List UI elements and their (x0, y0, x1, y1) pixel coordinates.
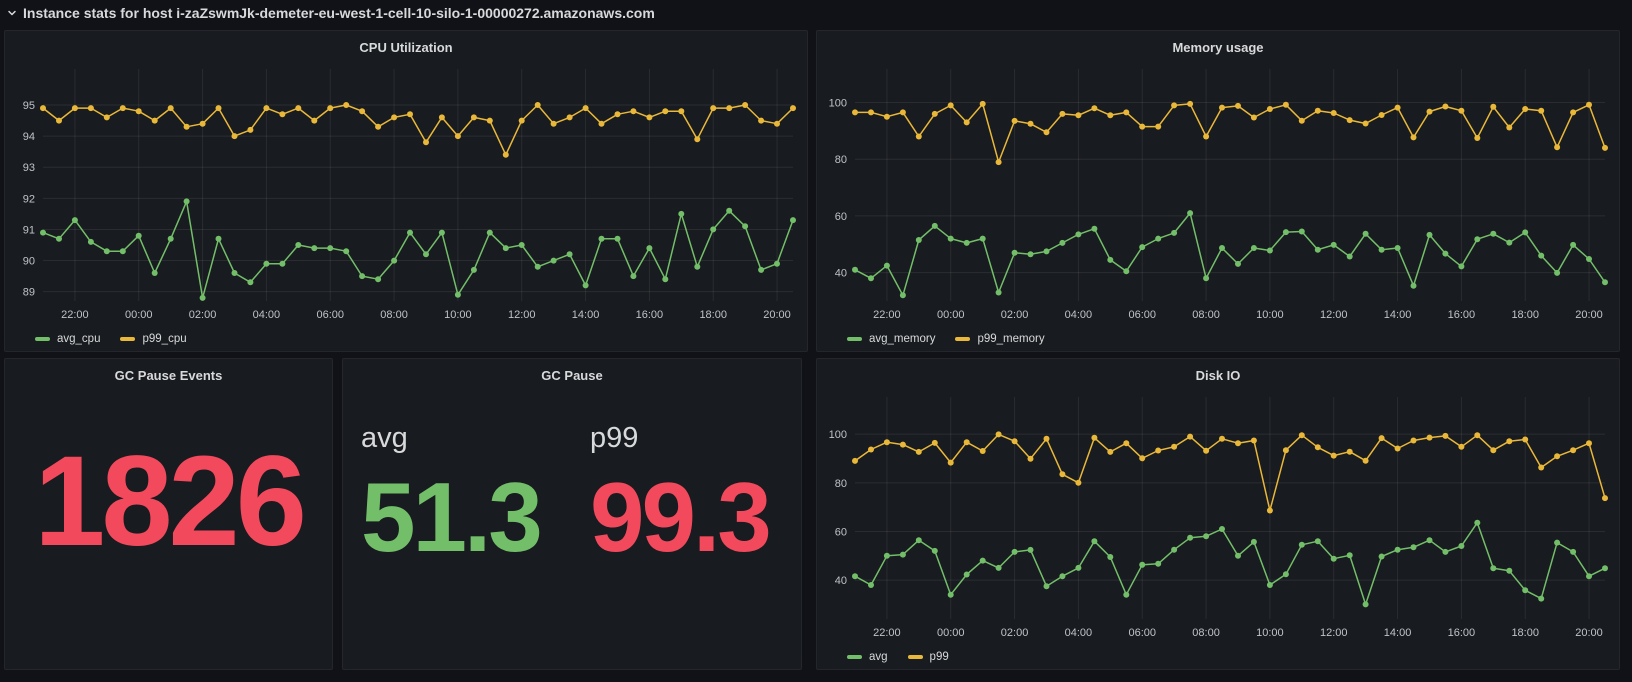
legend-swatch-yellow (120, 336, 136, 341)
row-title: Instance stats for host i-zaZswmJk-demet… (23, 5, 655, 21)
svg-text:90: 90 (23, 256, 35, 268)
svg-text:10:00: 10:00 (1256, 627, 1284, 639)
svg-text:20:00: 20:00 (1575, 309, 1603, 321)
svg-text:100: 100 (829, 98, 847, 110)
dashboard-row-header[interactable]: Instance stats for host i-zaZswmJk-demet… (0, 0, 1632, 26)
svg-text:14:00: 14:00 (572, 309, 600, 321)
legend-swatch-green (847, 654, 862, 659)
svg-text:18:00: 18:00 (1511, 627, 1539, 639)
legend-label: p99_memory (977, 332, 1045, 345)
legend-swatch-yellow (955, 336, 971, 341)
panel-memory-usage: Memory usage 40 60 80 100 22:00 00:00 02:00 04:… (816, 30, 1620, 352)
gc-pause-avg-stat: avg 51.3 (343, 421, 572, 669)
row-collapse-chevron-icon[interactable] (6, 7, 18, 19)
svg-text:40: 40 (835, 575, 847, 587)
panel-title-disk-io[interactable]: Disk IO (1195, 368, 1241, 383)
legend-label: avg_memory (869, 332, 936, 345)
cpu-legend: avg_cpu p99_cpu (35, 331, 797, 346)
svg-text:20:00: 20:00 (1575, 627, 1603, 639)
svg-text:14:00: 14:00 (1384, 309, 1412, 321)
svg-text:12:00: 12:00 (1320, 309, 1348, 321)
svg-text:08:00: 08:00 (380, 309, 408, 321)
svg-text:20:00: 20:00 (763, 309, 791, 321)
gc-pause-events-stat: 1826 (5, 385, 332, 669)
svg-text:16:00: 16:00 (1448, 309, 1476, 321)
cpu-chart[interactable]: 89 90 91 92 93 94 95 22:00 00:00 02:00 04:00 06:00 0… (5, 57, 807, 327)
panel-gc-pause-events: GC Pause Events 1826 (4, 358, 333, 670)
disk-chart[interactable]: 40 60 80 100 22:00 00:00 02:00 04:00 06:00 08:00 1… (817, 385, 1619, 645)
svg-text:06:00: 06:00 (1128, 309, 1156, 321)
legend-label: avg (869, 650, 888, 663)
svg-text:92: 92 (23, 193, 35, 205)
svg-text:06:00: 06:00 (316, 309, 344, 321)
svg-text:60: 60 (835, 211, 847, 223)
svg-text:10:00: 10:00 (1256, 309, 1284, 321)
svg-text:16:00: 16:00 (636, 309, 664, 321)
svg-text:02:00: 02:00 (189, 309, 217, 321)
svg-text:04:00: 04:00 (1065, 309, 1093, 321)
panel-title-gc-pause-events[interactable]: GC Pause Events (114, 368, 223, 383)
svg-text:89: 89 (23, 287, 35, 299)
legend-item-avg_memory[interactable]: avg_memory (847, 333, 935, 345)
gc-pause-avg-label: avg (361, 422, 408, 454)
legend-item-avg[interactable]: avg (847, 651, 888, 663)
legend-label: p99 (929, 650, 949, 663)
panel-title-gc-pause[interactable]: GC Pause (541, 368, 603, 383)
svg-text:04:00: 04:00 (253, 309, 281, 321)
svg-text:18:00: 18:00 (1511, 309, 1539, 321)
legend-item-p99_memory[interactable]: p99_memory (955, 332, 1045, 345)
svg-text:00:00: 00:00 (937, 309, 965, 321)
svg-text:93: 93 (23, 162, 35, 174)
svg-text:10:00: 10:00 (444, 309, 472, 321)
svg-text:08:00: 08:00 (1192, 309, 1220, 321)
legend-item-avg_cpu[interactable]: avg_cpu (35, 333, 100, 345)
legend-item-p99[interactable]: p99 (907, 650, 949, 663)
svg-text:95: 95 (23, 100, 35, 112)
svg-text:12:00: 12:00 (508, 309, 536, 321)
gc-pause-p99-stat: p99 99.3 (572, 421, 801, 669)
panel-title-memory[interactable]: Memory usage (1172, 40, 1264, 55)
svg-text:94: 94 (23, 131, 35, 143)
svg-text:00:00: 00:00 (125, 309, 153, 321)
legend-swatch-green (35, 336, 50, 341)
panel-disk-io: Disk IO 40 60 80 100 22:00 00:00 02:00 04:00 06:… (816, 358, 1620, 670)
svg-text:22:00: 22:00 (61, 309, 89, 321)
panel-cpu-utilization: CPU Utilization 89 90 91 92 93 94 95 22:00 00:00… (4, 30, 808, 352)
panel-gc-pause: GC Pause avg 51.3 p99 99.3 (342, 358, 802, 670)
svg-text:08:00: 08:00 (1192, 627, 1220, 639)
legend-swatch-yellow (907, 654, 923, 659)
panel-title-cpu[interactable]: CPU Utilization (359, 40, 453, 55)
legend-swatch-green (847, 336, 862, 341)
gc-pause-avg-value: 51.3 (361, 461, 543, 572)
gc-pause-stats: avg 51.3 p99 99.3 (343, 385, 801, 669)
svg-text:22:00: 22:00 (873, 627, 901, 639)
memory-chart[interactable]: 40 60 80 100 22:00 00:00 02:00 04:00 06:00 08:00 1… (817, 57, 1619, 327)
gc-pause-p99-value: 99.3 (590, 461, 772, 572)
gc-pause-p99-label: p99 (590, 422, 639, 454)
svg-text:40: 40 (835, 268, 847, 280)
svg-text:02:00: 02:00 (1001, 627, 1029, 639)
svg-text:16:00: 16:00 (1448, 627, 1476, 639)
svg-text:100: 100 (829, 429, 847, 441)
svg-text:14:00: 14:00 (1384, 627, 1412, 639)
svg-text:22:00: 22:00 (873, 309, 901, 321)
svg-text:06:00: 06:00 (1128, 627, 1156, 639)
svg-text:04:00: 04:00 (1065, 627, 1093, 639)
memory-legend: avg_memory p99_memory (847, 331, 1609, 346)
svg-text:18:00: 18:00 (699, 309, 727, 321)
gc-pause-events-value: 1826 (34, 430, 307, 573)
legend-label: p99_cpu (142, 332, 187, 345)
disk-legend: avg p99 (847, 649, 1609, 664)
svg-text:60: 60 (835, 526, 847, 538)
svg-text:00:00: 00:00 (937, 627, 965, 639)
svg-text:91: 91 (23, 224, 35, 236)
svg-text:80: 80 (835, 478, 847, 490)
legend-item-p99_cpu[interactable]: p99_cpu (120, 332, 187, 345)
legend-label: avg_cpu (57, 332, 101, 345)
svg-text:80: 80 (835, 154, 847, 166)
svg-text:12:00: 12:00 (1320, 627, 1348, 639)
svg-text:02:00: 02:00 (1001, 309, 1029, 321)
